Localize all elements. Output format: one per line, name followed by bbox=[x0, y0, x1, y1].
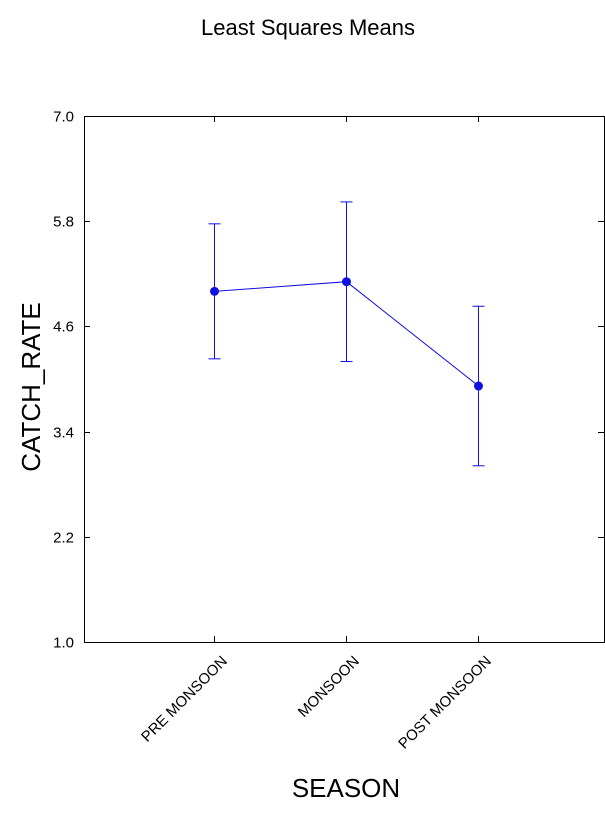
y-axis-ticks: 1.0 2.2 3.4 4.6 5.8 7.0 bbox=[53, 109, 604, 652]
x-category-label: POST MONSOON bbox=[395, 653, 495, 753]
y-tick-label: 3.4 bbox=[53, 425, 74, 442]
chart-title: Least Squares Means bbox=[201, 15, 415, 40]
mean-point bbox=[474, 381, 483, 391]
mean-point bbox=[210, 286, 219, 296]
y-axis-title: CATCH_RATE bbox=[16, 302, 46, 472]
y-tick-label: 4.6 bbox=[53, 319, 74, 336]
mean-point bbox=[342, 277, 351, 287]
series-layer bbox=[208, 201, 485, 467]
y-tick-label: 5.8 bbox=[53, 214, 74, 231]
x-category-label: MONSOON bbox=[295, 653, 363, 721]
y-tick-label: 2.2 bbox=[53, 530, 74, 547]
y-tick-label: 7.0 bbox=[53, 109, 74, 126]
x-category-label: PRE MONSOON bbox=[138, 653, 231, 746]
x-axis-ticks: PRE MONSOON MONSOON POST MONSOON bbox=[138, 116, 495, 752]
x-axis-title: SEASON bbox=[292, 773, 400, 803]
plot-frame bbox=[84, 116, 605, 643]
y-tick-label: 1.0 bbox=[53, 635, 74, 652]
